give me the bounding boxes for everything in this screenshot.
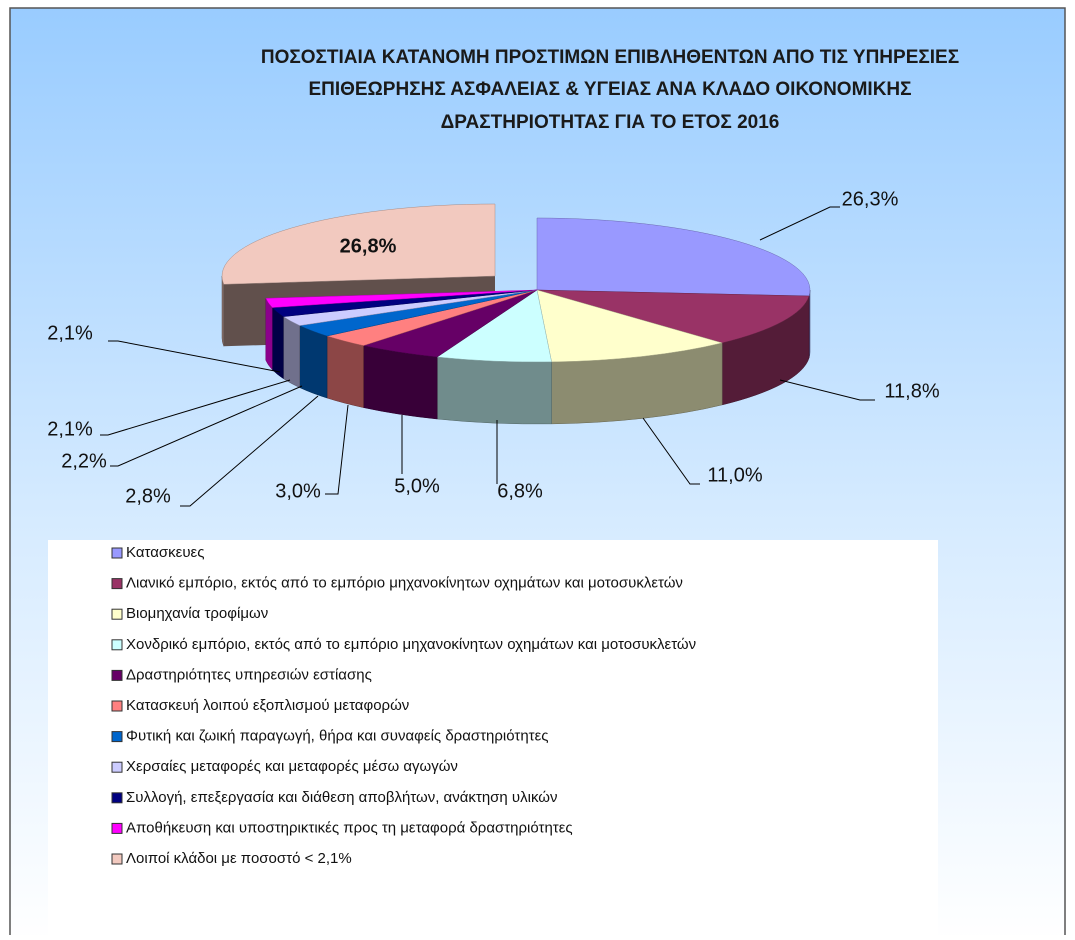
chart-title: ΠΟΣΟΣΤΙΑΙΑ ΚΑΤΑΝΟΜΗ ΠΡΟΣΤΙΜΩΝ ΕΠΙΒΛΗΘΕΝΤ… [261,47,959,68]
legend-label: Κατασκευες [126,544,204,561]
leader-line [108,340,281,373]
legend-swatch [111,547,123,559]
data-label: 2,1% [47,322,93,344]
slice-side [436,356,552,425]
legend-label: Συλλογή, επεξεργασία και διάθεση αποβλήτ… [126,789,558,806]
legend-swatch [111,761,123,773]
chart-title: ΕΠΙΘΕΩΡΗΣΗΣ ΑΣΦΑΛΕΙΑΣ & ΥΓΕΙΑΣ ΑΝΑ ΚΛΑΔΟ… [308,79,911,100]
data-label: 26,3% [842,188,899,210]
legend-swatch [111,669,123,681]
data-label: 2,1% [47,418,93,440]
legend-swatch [111,731,123,743]
legend-label: Βιομηχανία τροφίμων [126,605,268,622]
data-label: 2,8% [125,485,171,507]
legend-label: Δραστηριότητες υπηρεσιών εστίασης [126,666,372,683]
legend-box [48,540,938,935]
leader-line [325,404,349,495]
legend-label: Αποθήκευση και υποστηρικτικές προς τη με… [126,819,573,836]
slice-side [299,325,328,399]
data-label: 5,0% [394,475,440,497]
slice-side [272,306,284,380]
legend-swatch [111,700,123,712]
leader-line [759,206,840,241]
slice [536,217,811,297]
leader-line [100,379,291,436]
legend-label: Κατασκευή λοιπού εξοπλισμού μεταφορών [126,697,409,714]
legend-swatch [111,639,123,651]
slice-side [363,345,438,420]
slice [265,289,538,308]
legend-swatch [111,578,123,590]
legend-swatch [111,822,123,834]
data-label: 11,0% [707,464,762,486]
data-label: 11,8% [884,380,939,402]
legend-label: Χερσαίες μεταφορές και μεταφορές μέσω αγ… [126,758,458,775]
slice-side [221,275,225,347]
legend-label: Χονδρικό εμπόριο, εκτός από το εμπόριο μ… [126,636,696,653]
legend-swatch [111,853,123,865]
slice-side [265,298,273,371]
data-label: 2,2% [61,450,107,472]
slice [436,289,552,363]
leader-line [110,385,303,467]
legend-swatch [111,792,123,804]
leader-line [779,379,875,401]
data-label: 26,8% [340,235,397,257]
legend-label: Λοιποί κλάδοι με ποσοστό < 2,1% [126,850,352,867]
leader-line [642,417,700,485]
legend-swatch [111,608,123,620]
data-label: 3,0% [275,480,321,502]
slice [536,289,724,363]
data-label: 6,8% [497,480,543,502]
slice [221,203,496,285]
chart-title: ΔΡΑΣΤΗΡΙΟΤΗΤΑΣ ΓΙΑ ΤΟ ΕΤΟΣ 2016 [441,112,780,133]
leader-line [180,395,319,507]
slice [536,289,810,344]
slice-side [326,335,364,408]
legend-label: Λιανικό εμπόριο, εκτός από το εμπόριο μη… [126,575,683,592]
legend-label: Φυτική και ζωική παραγωγή, θήρα και συνα… [126,728,549,745]
slice-side [283,316,300,388]
